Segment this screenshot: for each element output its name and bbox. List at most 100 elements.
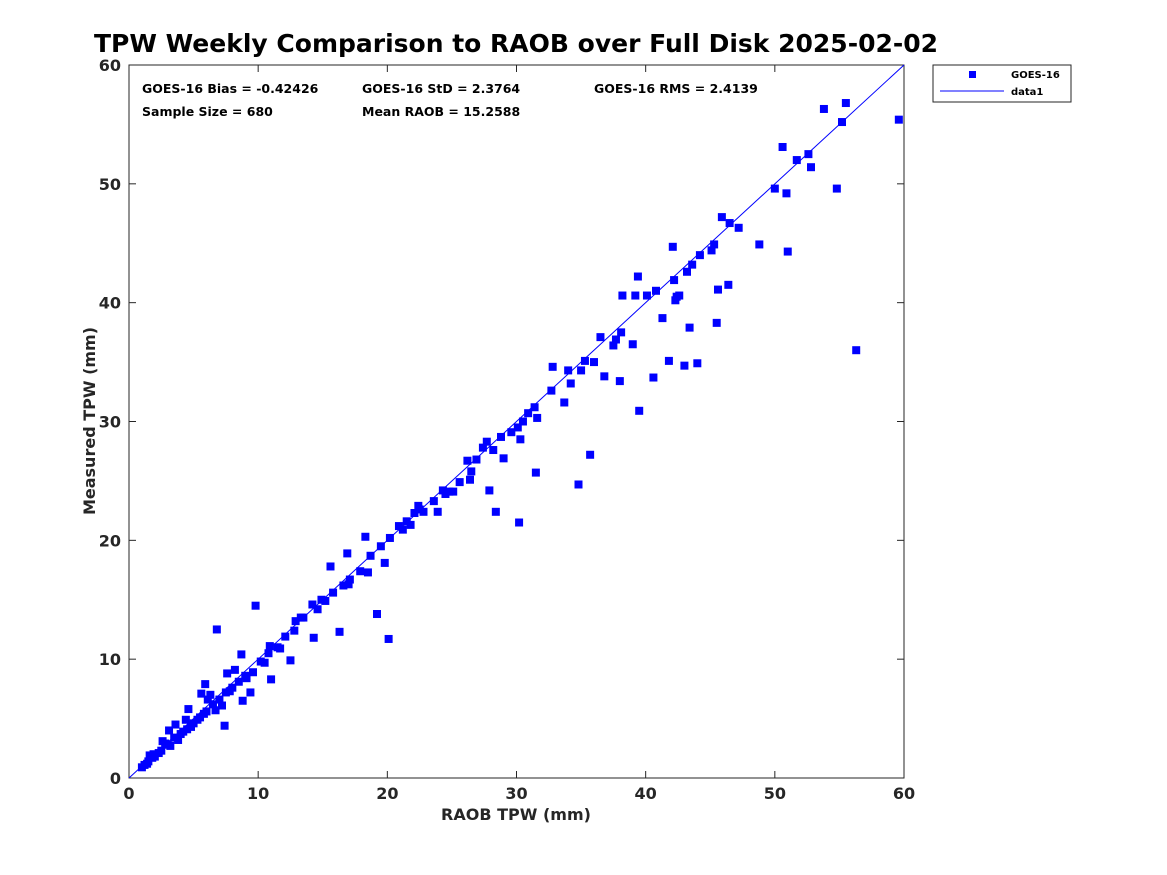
y-tick-label: 40 [99, 294, 121, 313]
y-tick-label: 20 [99, 531, 121, 550]
scatter-point [230, 665, 239, 674]
scatter-point [281, 632, 290, 641]
scatter-point [507, 428, 516, 437]
scatter-point [339, 581, 348, 590]
scatter-point [894, 115, 903, 124]
x-tick-label: 30 [505, 784, 527, 803]
scatter-point [265, 642, 274, 651]
scatter-point [631, 291, 640, 300]
scatter-point [197, 689, 206, 698]
scatter-point [600, 372, 609, 381]
scatter-point [755, 240, 764, 249]
scatter-point [309, 633, 318, 642]
scatter-point [819, 104, 828, 113]
scatter-point [345, 575, 354, 584]
scatter-point [778, 142, 787, 151]
scatter-point [335, 627, 344, 636]
scatter-point [566, 379, 575, 388]
scatter-point [234, 677, 243, 686]
scatter-point [321, 596, 330, 605]
scatter-point [215, 695, 224, 704]
scatter-point [770, 184, 779, 193]
scatter-point [410, 509, 419, 518]
scatter-point [201, 680, 210, 689]
legend: GOES-16 data1 [932, 64, 1072, 103]
stat-rms: GOES-16 RMS = 2.4139 [594, 81, 758, 96]
scatter-point [580, 356, 589, 365]
scatter-point [642, 291, 651, 300]
stat-sample-size: Sample Size = 680 [142, 104, 273, 119]
scatter-point [596, 333, 605, 342]
scatter-point [714, 285, 722, 294]
scatter-point [832, 184, 841, 193]
legend-box [932, 64, 1072, 103]
scatter-point [137, 763, 146, 772]
scatter-point [724, 280, 733, 289]
scatter-point [406, 520, 415, 529]
scatter-point [264, 649, 273, 658]
scatter-point [154, 749, 163, 758]
scatter-point [433, 507, 442, 516]
scatter-point [688, 260, 697, 269]
scatter-point [356, 567, 365, 576]
stat-mean-raob: Mean RAOB = 15.2588 [362, 104, 520, 119]
scatter-point [547, 386, 556, 395]
scatter-point [384, 634, 393, 643]
scatter-point [611, 335, 620, 344]
scatter-point [516, 435, 525, 444]
scatter-point [181, 715, 190, 724]
scatter-point [497, 432, 505, 441]
scatter-point [203, 695, 212, 704]
scatter-point [485, 486, 494, 495]
scatter-point [206, 690, 215, 699]
scatter-point [373, 610, 381, 619]
scatter-point [672, 292, 681, 301]
scatter-point [237, 650, 246, 659]
scatter-point [577, 366, 586, 375]
scatter-point [693, 359, 702, 368]
scatter-point [852, 346, 861, 355]
scatter-point [218, 701, 226, 710]
y-tick-label: 10 [99, 650, 121, 669]
scatter-point [472, 455, 481, 464]
x-tick-label: 10 [247, 784, 269, 803]
scatter-point [179, 727, 188, 736]
scatter-point [491, 507, 500, 516]
scatter-point [143, 759, 152, 768]
scatter-point [707, 246, 716, 255]
y-tick-label: 50 [99, 175, 121, 194]
scatter-point [531, 468, 540, 477]
scatter-point [223, 669, 232, 678]
scatter-point [429, 497, 438, 506]
scatter-point [564, 366, 573, 375]
scatter-point [455, 478, 464, 487]
scatter-point [158, 737, 167, 746]
series-line-data1 [128, 64, 905, 779]
scatter-point [449, 487, 458, 496]
scatter-point [326, 562, 335, 571]
scatter-point [380, 558, 389, 567]
scatter-point [286, 656, 295, 665]
scatter-point [633, 272, 642, 281]
scatter-point [361, 532, 370, 541]
series-lines [128, 64, 905, 779]
legend-marker-goes16 [969, 71, 976, 78]
y-tick-label: 60 [99, 56, 121, 75]
scatter-point [524, 409, 533, 418]
scatter-point [680, 361, 689, 370]
scatter-point [574, 480, 583, 489]
scatter-point [518, 417, 527, 426]
scatter-point [712, 318, 721, 327]
scatter-point [482, 437, 491, 446]
scatter-point [609, 341, 618, 350]
scatter-point [199, 709, 208, 718]
y-tick-label: 0 [110, 769, 121, 788]
scatter-point [212, 625, 221, 634]
scatter-point [649, 373, 658, 382]
scatter-point [466, 475, 474, 484]
scatter-point [590, 358, 598, 367]
scatter-point [193, 715, 202, 724]
scatter-point [617, 328, 626, 337]
scatter-point [296, 613, 305, 622]
scatter-point [841, 99, 850, 108]
